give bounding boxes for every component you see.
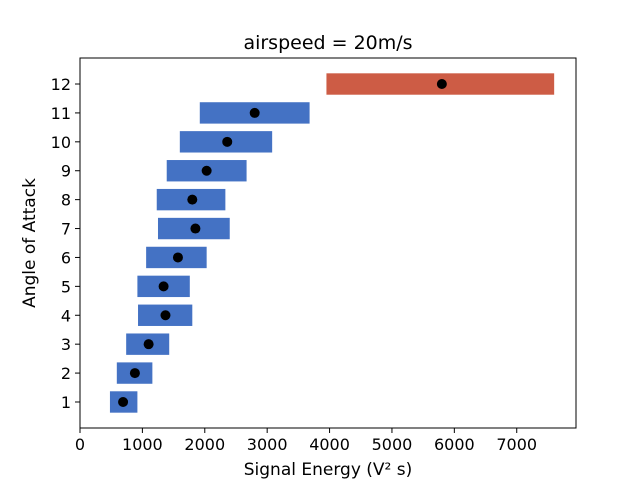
y-tick-label-5: 5: [61, 277, 71, 296]
y-tick-label-6: 6: [61, 248, 71, 267]
mean-marker-3: [143, 339, 154, 350]
mean-marker-8: [187, 194, 198, 205]
x-tick-label-4000: 4000: [309, 435, 350, 454]
mean-marker-12: [436, 79, 447, 90]
x-tick-label-0: 0: [75, 435, 85, 454]
mean-marker-4: [160, 310, 171, 321]
mean-marker-7: [190, 223, 201, 234]
y-tick-label-3: 3: [61, 335, 71, 354]
mean-marker-9: [201, 165, 212, 176]
mean-marker-5: [158, 281, 169, 292]
mean-marker-10: [222, 136, 233, 147]
y-tick-label-1: 1: [61, 393, 71, 412]
plot-frame: [79, 57, 577, 429]
x-tick-label-7000: 7000: [496, 435, 537, 454]
bars-layer: [109, 73, 555, 413]
x-tick-label-5000: 5000: [372, 435, 413, 454]
x-axis-ticks: 0 1000 2000 3000 4000 5000 6000 7000: [75, 428, 537, 454]
x-tick-label-2000: 2000: [184, 435, 225, 454]
mean-marker-2: [129, 368, 140, 379]
y-tick-label-9: 9: [61, 162, 71, 181]
y-tick-label-11: 11: [51, 104, 71, 123]
y-tick-label-7: 7: [61, 220, 71, 239]
y-tick-label-12: 12: [51, 75, 71, 94]
mean-marker-11: [249, 107, 260, 118]
y-axis-label: Angle of Attack: [20, 178, 40, 308]
y-tick-label-8: 8: [61, 191, 71, 210]
mean-marker-1: [118, 396, 129, 407]
y-tick-label-10: 10: [51, 133, 71, 152]
x-tick-label-1000: 1000: [122, 435, 163, 454]
y-tick-label-4: 4: [61, 306, 71, 325]
mean-marker-6: [172, 252, 183, 263]
x-tick-label-3000: 3000: [247, 435, 288, 454]
x-axis-label: Signal Energy (V² s): [244, 460, 413, 480]
y-tick-label-2: 2: [61, 364, 71, 383]
mean-markers-layer: [118, 79, 447, 407]
chart-title: airspeed = 20m/s: [243, 32, 412, 54]
x-tick-label-6000: 6000: [434, 435, 475, 454]
